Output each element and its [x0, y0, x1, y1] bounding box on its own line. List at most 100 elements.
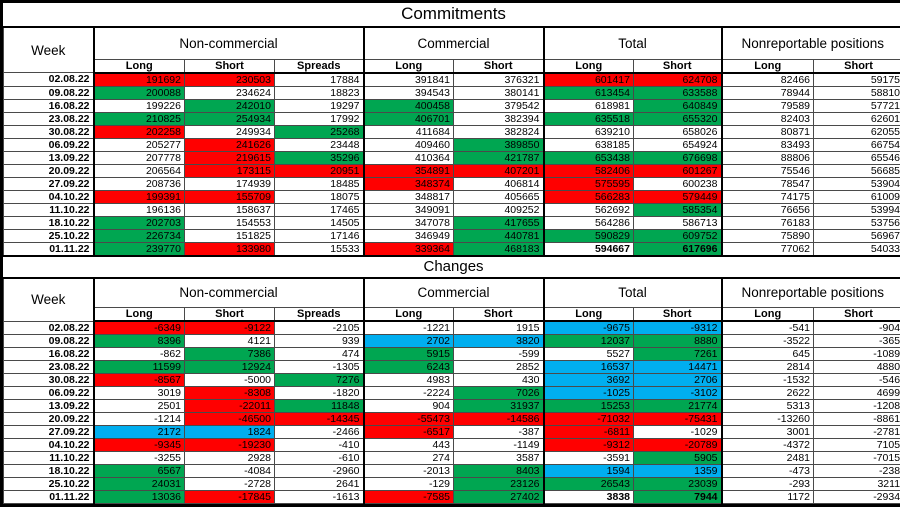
value-cell: 17884 — [274, 72, 364, 87]
value-cell: -8861 — [812, 412, 900, 426]
value-cell: 158637 — [184, 202, 275, 217]
value-cell: 585354 — [633, 202, 722, 217]
value-cell: 76656 — [720, 202, 814, 217]
value-cell: 18485 — [274, 176, 364, 191]
value-cell: 8396 — [92, 334, 185, 348]
value-cell: 205277 — [92, 137, 185, 152]
value-cell: 78944 — [720, 85, 814, 100]
value-cell: 7261 — [633, 347, 722, 361]
section-title-row: Changes — [3, 256, 900, 279]
value-cell: 6243 — [362, 360, 454, 374]
value-cell: -1089 — [812, 347, 900, 361]
value-cell: -1025 — [542, 386, 634, 400]
value-cell: 19297 — [274, 98, 364, 113]
value-cell: -2781 — [812, 425, 900, 439]
value-cell: -6811 — [542, 425, 634, 439]
week-cell: 18.10.22 — [3, 215, 94, 230]
value-cell: 66754 — [812, 137, 900, 152]
value-cell: 939 — [274, 334, 364, 348]
table-row: 13.09.22 2501 -22011 11848 904 31937 15253 2177… — [3, 399, 900, 413]
value-cell: 382824 — [453, 124, 544, 139]
value-cell: 27402 — [453, 490, 544, 504]
value-cell: -610 — [274, 451, 364, 465]
table-row: 01.11.22 239770 133980 15533 339364 468183 594… — [3, 241, 900, 256]
value-cell: 53904 — [812, 176, 900, 191]
week-cell: 04.10.22 — [3, 189, 94, 204]
value-cell: -46500 — [184, 412, 275, 426]
value-cell: -5000 — [184, 373, 275, 387]
column-header-non-commercial-spreads: Spreads — [274, 307, 364, 322]
value-cell: 57721 — [812, 98, 900, 113]
week-cell: 09.08.22 — [3, 334, 94, 348]
value-cell: 226734 — [92, 228, 185, 243]
table-row: 23.08.22 11599 12924 -1305 6243 2852 16537 1447… — [3, 360, 900, 374]
column-header-non-commercial-short: Short — [184, 307, 275, 322]
value-cell: 601417 — [542, 72, 634, 87]
value-cell: 633588 — [633, 85, 722, 100]
value-cell: 249934 — [184, 124, 275, 139]
value-cell: 406701 — [362, 111, 454, 126]
value-cell: 376321 — [453, 72, 544, 87]
value-cell: -293 — [720, 477, 814, 491]
value-cell: -3255 — [92, 451, 185, 465]
value-cell: 242010 — [184, 98, 275, 113]
week-cell: 20.09.22 — [3, 412, 94, 426]
week-cell: 02.08.22 — [3, 320, 94, 335]
value-cell: 75546 — [720, 163, 814, 178]
table-row: 11.10.22 196136 158637 17465 349091 409252 562… — [3, 202, 900, 217]
value-cell: 219615 — [184, 150, 275, 165]
value-cell: 17146 — [274, 228, 364, 243]
value-cell: 354891 — [362, 163, 454, 178]
value-cell: 196136 — [92, 202, 185, 217]
value-cell: -6517 — [362, 425, 454, 439]
value-cell: 1172 — [720, 490, 814, 504]
value-cell: 5313 — [720, 399, 814, 413]
value-cell: -71032 — [542, 412, 634, 426]
value-cell: 7944 — [633, 490, 722, 504]
value-cell: 241626 — [184, 137, 275, 152]
value-cell: 15533 — [274, 241, 364, 256]
value-cell: 14471 — [633, 360, 722, 374]
value-cell: 564286 — [542, 215, 634, 230]
changes-table: Changes Week Non-commercial Commercial Total… — [3, 256, 900, 504]
column-header-commercial-short: Short — [453, 58, 544, 74]
week-cell: 11.10.22 — [3, 202, 94, 217]
commitments-table: Commitments Week Non-commercial Commercial T… — [3, 3, 900, 257]
value-cell: -1532 — [720, 373, 814, 387]
value-cell: 53994 — [812, 202, 900, 217]
value-cell: 254934 — [184, 111, 275, 126]
value-cell: 62055 — [812, 124, 900, 139]
value-cell: -4372 — [720, 438, 814, 452]
table-row: 13.09.22 207778 219615 35296 410364 421787 653… — [3, 150, 900, 165]
table-row: 16.08.22 199226 242010 19297 400458 379542 618… — [3, 98, 900, 113]
value-cell: 2702 — [362, 334, 454, 348]
value-cell: -862 — [92, 347, 185, 361]
value-cell: 4121 — [184, 334, 275, 348]
value-cell: 638185 — [542, 137, 634, 152]
changes-table-body: Changes Week Non-commercial Commercial Total… — [3, 256, 900, 504]
value-cell: 613454 — [542, 85, 634, 100]
week-column-header: Week — [3, 277, 94, 322]
value-cell: -7585 — [362, 490, 454, 504]
table-row: 06.09.22 3019 -8308 -1820 -2224 7026 -1025 -310… — [3, 386, 900, 400]
value-cell: -6349 — [92, 320, 185, 335]
value-cell: 11848 — [274, 399, 364, 413]
value-cell: 274 — [362, 451, 454, 465]
value-cell: 2814 — [720, 360, 814, 374]
value-cell: -22011 — [184, 399, 275, 413]
week-cell: 20.09.22 — [3, 163, 94, 178]
week-cell: 25.10.22 — [3, 477, 94, 491]
value-cell: 154553 — [184, 215, 275, 230]
value-cell: 35296 — [274, 150, 364, 165]
table-row: 02.08.22 191692 230503 17884 391841 376321 601… — [3, 72, 900, 87]
week-cell: 09.08.22 — [3, 85, 94, 100]
value-cell: 2481 — [720, 451, 814, 465]
value-cell: 391841 — [362, 72, 454, 87]
week-cell: 27.09.22 — [3, 425, 94, 439]
value-cell: 24031 — [92, 477, 185, 491]
column-header-row: Long Short Spreads Long Short Long Short Long Sh… — [4, 58, 900, 74]
value-cell: -599 — [453, 347, 544, 361]
table-row: 27.09.22 2172 1824 -2466 -6517 -387 -6811 -1029… — [3, 425, 900, 439]
week-column-header: Week — [3, 26, 94, 73]
column-header-nonreportable-positions-long: Long — [720, 58, 814, 74]
